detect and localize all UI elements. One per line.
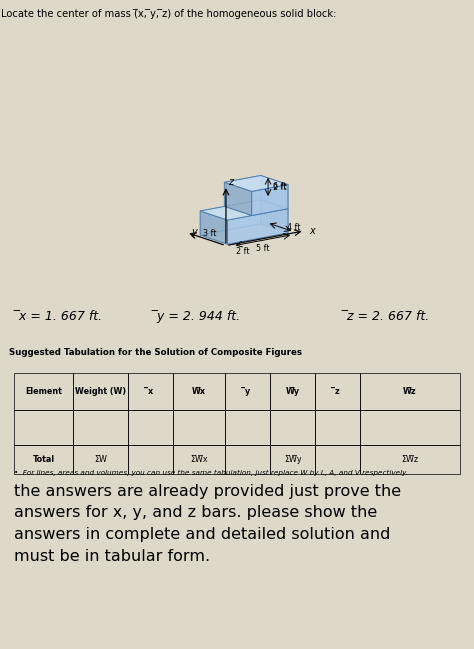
Text: 6 ft: 6 ft: [273, 182, 286, 191]
Polygon shape: [252, 184, 288, 215]
Text: 5 ft: 5 ft: [256, 245, 270, 253]
Bar: [128, 411, 173, 445]
Text: ̅y = 2. 944 ft.: ̅y = 2. 944 ft.: [157, 310, 241, 323]
Bar: [128, 445, 173, 474]
Polygon shape: [228, 209, 288, 244]
Text: the answers are already provided just prove the
answers for x, y, and z bars. pl: the answers are already provided just pr…: [14, 484, 401, 564]
Bar: [173, 373, 225, 411]
Text: ΣW̅z: ΣW̅z: [401, 455, 419, 464]
Bar: [315, 411, 360, 445]
Text: 2 ft: 2 ft: [273, 183, 286, 192]
Bar: [360, 373, 460, 411]
Bar: [360, 445, 460, 474]
Text: W̅x: W̅x: [192, 387, 206, 397]
Text: 2 ft: 2 ft: [236, 247, 249, 256]
Text: ̅z = 2. 667 ft.: ̅z = 2. 667 ft.: [347, 310, 430, 323]
Text: 4 ft: 4 ft: [287, 223, 301, 232]
Bar: [73, 445, 128, 474]
Bar: [128, 373, 173, 411]
Bar: [225, 411, 270, 445]
Bar: [173, 411, 225, 445]
Polygon shape: [261, 175, 288, 209]
Bar: [270, 373, 315, 411]
Text: Suggested Tabulation for the Solution of Composite Figures: Suggested Tabulation for the Solution of…: [9, 348, 302, 357]
Polygon shape: [261, 200, 288, 233]
Text: W̅z: W̅z: [403, 387, 417, 397]
Text: Total: Total: [33, 455, 55, 464]
Text: z: z: [228, 177, 233, 187]
Text: ̅x: ̅x: [148, 387, 153, 397]
Text: Element: Element: [26, 387, 62, 397]
Bar: [225, 373, 270, 411]
Text: ΣW̅x: ΣW̅x: [190, 455, 208, 464]
Bar: [270, 445, 315, 474]
Bar: [315, 445, 360, 474]
Polygon shape: [200, 206, 252, 220]
Text: •  For lines, areas and volumes, you can use the same tabulation, just replace W: • For lines, areas and volumes, you can …: [14, 470, 408, 476]
Text: 3 ft: 3 ft: [203, 229, 217, 238]
Bar: [73, 411, 128, 445]
Text: Weight (W): Weight (W): [75, 387, 126, 397]
Bar: [315, 373, 360, 411]
Bar: [360, 411, 460, 445]
Text: ΣW̅y: ΣW̅y: [284, 455, 301, 464]
Text: ̅z: ̅z: [335, 387, 340, 397]
Bar: [14, 411, 73, 445]
Bar: [14, 373, 73, 411]
Text: W̅y: W̅y: [286, 387, 300, 397]
Text: ΣW: ΣW: [94, 455, 107, 464]
Bar: [73, 373, 128, 411]
Polygon shape: [200, 224, 288, 244]
Polygon shape: [224, 182, 252, 215]
Text: Locate the center of mass (̅x, ̅y, ̅z) of the homogeneous solid block:: Locate the center of mass (̅x, ̅y, ̅z) o…: [1, 8, 337, 19]
Polygon shape: [200, 200, 261, 235]
Text: y: y: [191, 227, 197, 238]
Text: x: x: [309, 226, 315, 236]
Polygon shape: [200, 211, 228, 244]
Bar: [173, 445, 225, 474]
Bar: [270, 411, 315, 445]
Text: ̅x = 1. 667 ft.: ̅x = 1. 667 ft.: [19, 310, 102, 323]
Polygon shape: [224, 175, 261, 206]
Polygon shape: [224, 175, 288, 191]
Bar: [14, 445, 73, 474]
Text: ̅y: ̅y: [245, 387, 250, 397]
Bar: [225, 445, 270, 474]
